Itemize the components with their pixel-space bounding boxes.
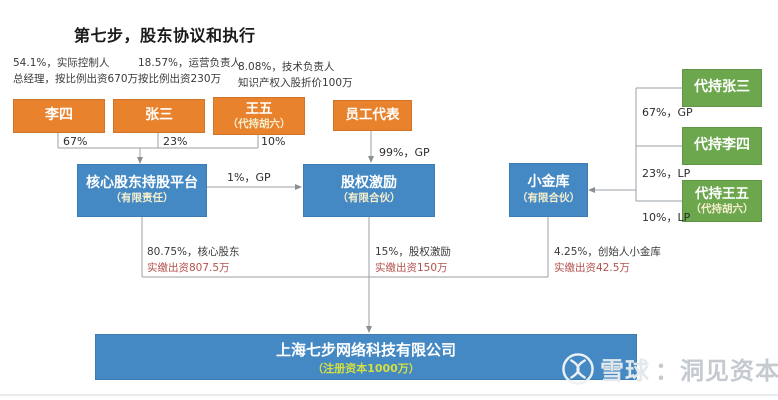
node-sublabel: （代持胡六） (227, 117, 291, 130)
bottom-divider (0, 394, 778, 396)
node-proxy-lisi: 代持李四 (682, 127, 762, 165)
xueqiu-logo-icon (562, 352, 594, 385)
node-employee-rep: 员工代表 (333, 100, 412, 131)
note-line: 80.75%，核心股东 (147, 246, 240, 258)
node-label: 王五 (245, 100, 273, 117)
note-line: 总经理，按比例出资670万 (13, 72, 139, 85)
node-treasury: 小金库 （有限合伙） (509, 163, 588, 217)
company-name: 上海七步网络科技有限公司 (275, 340, 456, 359)
node-company: 上海七步网络科技有限公司 （注册资本1000万） (95, 334, 637, 380)
watermark: 雪球 ：洞见资本 (561, 351, 778, 386)
edge-label-zhangsan-core: 23% (163, 135, 188, 148)
note-line: 4.25%，创始人小金库 (554, 246, 661, 258)
node-core-platform: 核心股东持股平台 （有限责任） (77, 164, 207, 217)
node-label: 小金库 (527, 174, 570, 191)
node-wangwu: 王五 （代持胡六） (213, 97, 305, 135)
note-line: 知识产权入股折价100万 (238, 76, 353, 89)
edge-label-proxy-lisi: 23%，LP (642, 167, 691, 180)
node-label: 核心股东持股平台 (86, 174, 198, 191)
note-line-paid-in: 实缴出资42.5万 (554, 261, 630, 274)
node-label: 代持李四 (694, 137, 750, 154)
note-founder-3: 8.08%，技术负责人 知识产权入股折价100万 (238, 60, 353, 92)
note-line-paid-in: 实缴出资150万 (375, 261, 448, 274)
node-proxy-wangwu: 代持王五 （代持胡六） (682, 180, 762, 222)
note-line-paid-in: 实缴出资807.5万 (147, 261, 230, 274)
watermark-brand: 雪球 (600, 357, 650, 385)
note-treasury-contribution: 4.25%，创始人小金库 实缴出资42.5万 (554, 245, 661, 277)
note-incentive-contribution: 15%，股权激励 实缴出资150万 (375, 245, 451, 277)
node-label: 李四 (45, 107, 73, 124)
company-registered-capital: （注册资本1000万） (312, 361, 420, 375)
node-proxy-zhangsan: 代持张三 (682, 69, 762, 107)
note-founder-1: 54.1%，实际控制人 总经理，按比例出资670万 (13, 56, 138, 88)
edge-label-employee-incentive: 99%，GP (379, 146, 430, 159)
node-label: 股权激励 (341, 174, 397, 191)
edge-label-proxy-zhangsan: 67%，GP (642, 106, 693, 119)
node-sublabel: （有限合伙） (337, 192, 401, 205)
node-lisi: 李四 (13, 99, 105, 133)
node-sublabel: （代持胡六） (690, 202, 754, 215)
node-sublabel: （有限合伙） (517, 191, 580, 204)
edge-label-proxy-wangwu: 10%，LP (642, 211, 691, 224)
note-line: 18.57%，运营负责人 (138, 57, 242, 69)
node-equity-incentive: 股权激励 （有限合伙） (303, 164, 435, 217)
note-core-contribution: 80.75%，核心股东 实缴出资807.5万 (147, 245, 240, 277)
watermark-suffix: ：洞见资本 (655, 357, 778, 385)
edge-label-lisi-core: 67% (63, 135, 88, 148)
note-line: 54.1%，实际控制人 (13, 57, 110, 69)
edge-label-wangwu-core: 10% (261, 135, 286, 148)
node-label: 张三 (145, 107, 173, 124)
page-title: 第七步，股东协议和执行 (74, 26, 256, 45)
note-line: 15%，股权激励 (375, 246, 451, 258)
note-founder-2: 18.57%，运营负责人 按比例出资230万 (138, 56, 241, 88)
note-line: 8.08%，技术负责人 (238, 61, 335, 73)
node-label: 员工代表 (345, 107, 400, 124)
edge-label-core-incentive: 1%，GP (227, 171, 271, 184)
node-label: 代持王五 (695, 185, 749, 202)
node-label: 代持张三 (694, 79, 750, 96)
node-sublabel: （有限责任） (110, 192, 174, 205)
note-line: 按比例出资230万 (138, 72, 222, 85)
node-zhangsan: 张三 (113, 99, 205, 133)
